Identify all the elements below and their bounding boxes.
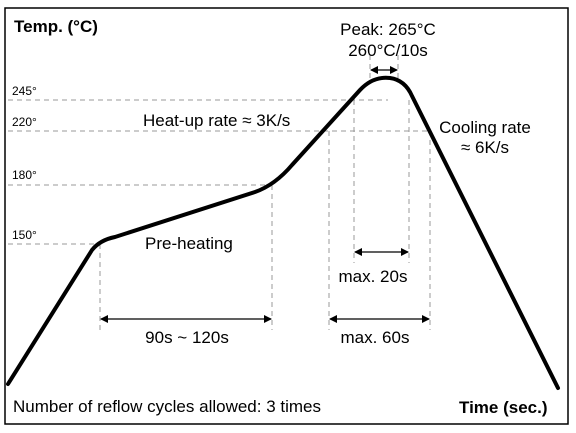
tick-label-245: 245°	[12, 84, 37, 98]
time-guides	[99, 55, 431, 330]
tick-label-180: 180°	[12, 168, 37, 182]
chart-frame	[4, 7, 569, 425]
max-20s-label: max. 20s	[339, 267, 408, 286]
heat-up-rate-label: Heat-up rate ≈ 3K/s	[143, 111, 290, 130]
peak-duration-label: 260°C/10s	[348, 41, 428, 60]
temperature-guides	[8, 99, 430, 245]
dimension-arrows	[100, 66, 430, 323]
y-axis-label: Temp. (°C)	[14, 17, 98, 36]
reflow-cycles-note: Number of reflow cycles allowed: 3 times	[13, 397, 321, 416]
tick-label-220: 220°	[12, 115, 37, 129]
reflow-profile-curve	[6, 75, 560, 390]
tick-label-150: 150°	[12, 228, 37, 242]
cooling-rate-value: ≈ 6K/s	[461, 138, 509, 157]
peak-temperature-label: Peak: 265°C	[340, 20, 436, 39]
preheat-duration-label: 90s ~ 120s	[145, 328, 229, 347]
max-60s-label: max. 60s	[341, 328, 410, 347]
pre-heating-label: Pre-heating	[145, 234, 233, 253]
x-axis-label: Time (sec.)	[459, 398, 548, 417]
cooling-rate-label: Cooling rate	[439, 118, 531, 137]
